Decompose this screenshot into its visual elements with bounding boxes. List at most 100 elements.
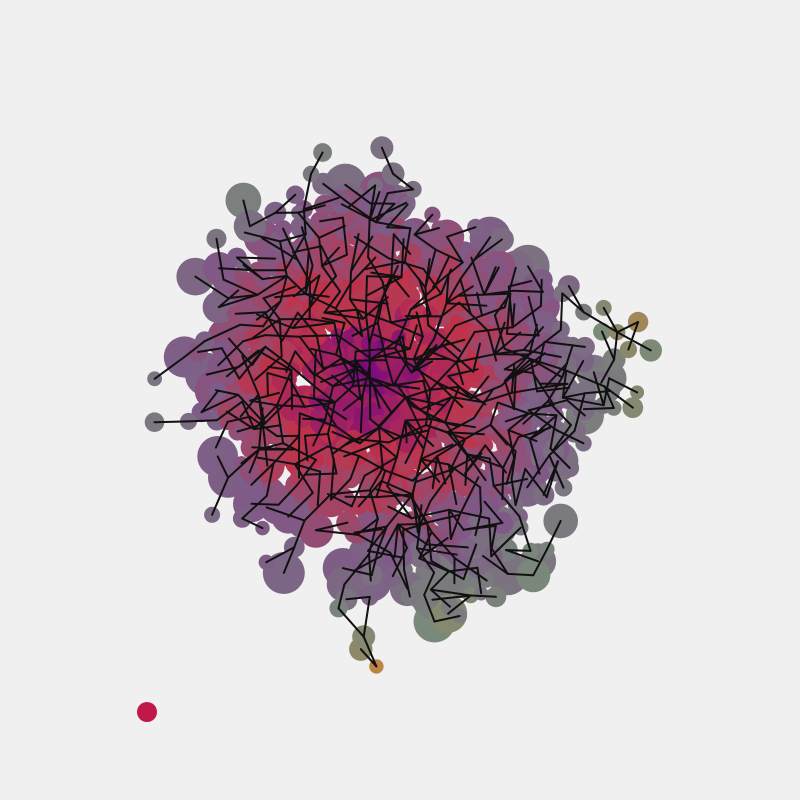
- tree-branch: [423, 593, 436, 623]
- tree-branch: [387, 505, 413, 520]
- tree-branch: [220, 347, 241, 380]
- tree-branch: [455, 331, 476, 364]
- tree-branch: [302, 196, 340, 211]
- tree-branch: [445, 226, 477, 238]
- tree-branch: [363, 456, 398, 477]
- tree-branch: [603, 385, 615, 409]
- tree-branch: [316, 387, 336, 404]
- tree-branch: [561, 392, 586, 399]
- tree-branch: [419, 500, 432, 525]
- tree-branch: [462, 521, 504, 531]
- tree-branch: [217, 340, 244, 367]
- tree-branch: [380, 146, 395, 175]
- tree-branch: [215, 400, 244, 422]
- tree-branch: [514, 467, 527, 506]
- tree-branch: [489, 401, 499, 426]
- tree-branch: [287, 491, 314, 518]
- tree-branch: [416, 547, 436, 574]
- tree-branch: [321, 246, 340, 267]
- tree-branch: [347, 184, 377, 209]
- tree-branch: [290, 369, 294, 411]
- tree-branch: [215, 237, 225, 281]
- tree-branch: [368, 201, 408, 222]
- tree-branch: [370, 547, 380, 576]
- tree-branch: [263, 394, 295, 425]
- tree-branch: [549, 414, 558, 450]
- tree-branch: [304, 434, 309, 462]
- tree-branch: [303, 401, 336, 408]
- tree-branch: [472, 342, 481, 373]
- tree-branch: [300, 226, 314, 267]
- tree-branch: [293, 463, 322, 473]
- tree-branch: [510, 478, 517, 506]
- tree-branch: [298, 335, 324, 370]
- tree-branch: [489, 423, 508, 446]
- tree-branch: [368, 303, 381, 345]
- tree-branch: [528, 414, 558, 441]
- tree-branch: [429, 570, 450, 591]
- tree-branch: [396, 523, 429, 546]
- tree-branch: [408, 324, 418, 350]
- tree-branch: [216, 455, 230, 479]
- tree-branch: [248, 211, 277, 228]
- tree-branch: [253, 404, 279, 431]
- tree-branch: [364, 312, 371, 345]
- tree-branch: [561, 344, 574, 379]
- tree-branch: [483, 500, 504, 524]
- tree-branch: [507, 285, 514, 329]
- tree-branch: [368, 184, 377, 222]
- tree-branch: [255, 300, 282, 321]
- tree-branch: [327, 433, 338, 475]
- tree-branch: [573, 392, 586, 432]
- tree-branch: [241, 494, 268, 520]
- tree-branch: [319, 216, 344, 223]
- tree-branch: [297, 204, 326, 214]
- tree-branch: [602, 306, 619, 334]
- tree-branch: [274, 193, 297, 214]
- tree-branch: [436, 437, 467, 458]
- tree-branch: [528, 438, 541, 475]
- tree-branch: [335, 353, 360, 369]
- tree-branch: [342, 394, 364, 412]
- tree-branch: [309, 275, 337, 309]
- tree-branch: [359, 648, 378, 668]
- tree-branch: [276, 369, 293, 407]
- tree-branch: [444, 385, 461, 424]
- tree-branch: [241, 517, 264, 530]
- tree-branch: [446, 417, 475, 434]
- tree-branch: [431, 455, 439, 490]
- tree-branch: [432, 261, 464, 288]
- tree-branch: [479, 486, 482, 513]
- tree-branch: [386, 456, 398, 487]
- tree-branch: [365, 276, 403, 297]
- tree-branch: [370, 347, 411, 360]
- tree-branch: [418, 277, 432, 316]
- tree-branch: [466, 453, 491, 460]
- tree-branch: [368, 517, 379, 556]
- tree-branch: [503, 266, 517, 309]
- tree-branch: [237, 393, 266, 425]
- tree-branch: [368, 489, 379, 520]
- tree-branch: [547, 400, 572, 426]
- tree-branch: [403, 568, 411, 598]
- tree-branch: [314, 529, 359, 536]
- tree-branch: [227, 337, 254, 366]
- tree-branch: [265, 506, 306, 522]
- tree-branch: [285, 361, 319, 390]
- tree-branch: [444, 421, 469, 456]
- tree-branch: [364, 260, 406, 271]
- tree-branch: [552, 424, 572, 452]
- tree-branch: [503, 379, 515, 411]
- tree-branch: [353, 236, 390, 260]
- tree-branch: [506, 572, 535, 577]
- tree-branch: [296, 311, 318, 337]
- tree-branch: [239, 393, 260, 418]
- tree-branch: [429, 385, 461, 391]
- tree-branch: [302, 208, 307, 236]
- tree-branch: [362, 595, 371, 638]
- tree-branch: [603, 385, 634, 409]
- tree-branch: [329, 457, 335, 501]
- tree-branch: [340, 357, 355, 382]
- tree-branch: [314, 521, 349, 532]
- tree-branch: [424, 258, 431, 289]
